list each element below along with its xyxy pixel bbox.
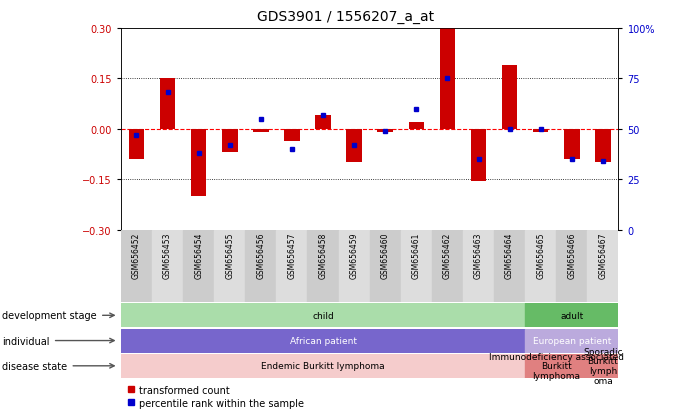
Bar xyxy=(377,129,393,133)
Text: GSM656465: GSM656465 xyxy=(536,232,545,279)
Text: GSM656455: GSM656455 xyxy=(225,232,234,279)
Bar xyxy=(502,66,518,129)
Bar xyxy=(191,129,207,197)
Text: Endemic Burkitt lymphoma: Endemic Burkitt lymphoma xyxy=(261,361,385,370)
Bar xyxy=(222,129,238,153)
Text: GSM656461: GSM656461 xyxy=(412,232,421,278)
Text: disease state: disease state xyxy=(2,361,114,371)
Text: European patient: European patient xyxy=(533,336,611,345)
Bar xyxy=(595,129,611,163)
Bar xyxy=(160,79,176,129)
Text: Sporadic
Burkitt
lymph
oma: Sporadic Burkitt lymph oma xyxy=(583,347,623,385)
Bar xyxy=(121,354,525,378)
Text: GSM656462: GSM656462 xyxy=(443,232,452,278)
Text: GSM656458: GSM656458 xyxy=(319,232,328,278)
Legend: transformed count, percentile rank within the sample: transformed count, percentile rank withi… xyxy=(126,385,305,408)
Text: GSM656463: GSM656463 xyxy=(474,232,483,279)
Bar xyxy=(494,230,525,302)
Text: GSM656453: GSM656453 xyxy=(163,232,172,279)
Text: GDS3901 / 1556207_a_at: GDS3901 / 1556207_a_at xyxy=(257,10,434,24)
Bar xyxy=(307,230,339,302)
Bar xyxy=(284,129,300,141)
Bar xyxy=(245,230,276,302)
Bar xyxy=(253,129,269,133)
Bar xyxy=(525,354,587,378)
Bar xyxy=(408,123,424,129)
Text: Immunodeficiency associated
Burkitt
lymphoma: Immunodeficiency associated Burkitt lymp… xyxy=(489,352,624,380)
Bar xyxy=(370,230,401,302)
Bar xyxy=(129,129,144,160)
Text: GSM656467: GSM656467 xyxy=(598,232,607,279)
Text: GSM656464: GSM656464 xyxy=(505,232,514,279)
Bar xyxy=(432,230,463,302)
Bar xyxy=(339,230,370,302)
Bar xyxy=(525,230,556,302)
Bar xyxy=(533,129,549,133)
Bar xyxy=(463,230,494,302)
Text: GSM656466: GSM656466 xyxy=(567,232,576,279)
Bar xyxy=(587,230,618,302)
Bar xyxy=(525,304,618,328)
Text: GSM656460: GSM656460 xyxy=(381,232,390,279)
Bar xyxy=(121,230,152,302)
Bar xyxy=(587,354,618,378)
Bar xyxy=(214,230,245,302)
Text: adult: adult xyxy=(560,311,583,320)
Bar xyxy=(556,230,587,302)
Bar xyxy=(439,29,455,129)
Text: GSM656459: GSM656459 xyxy=(350,232,359,279)
Bar xyxy=(401,230,432,302)
Bar xyxy=(183,230,214,302)
Bar xyxy=(152,230,183,302)
Bar xyxy=(121,304,525,328)
Bar xyxy=(121,329,525,353)
Text: GSM656452: GSM656452 xyxy=(132,232,141,278)
Bar xyxy=(276,230,307,302)
Bar xyxy=(315,116,331,129)
Bar xyxy=(564,129,580,160)
Text: African patient: African patient xyxy=(290,336,357,345)
Text: individual: individual xyxy=(2,336,114,346)
Bar xyxy=(471,129,486,181)
Text: GSM656454: GSM656454 xyxy=(194,232,203,279)
Text: GSM656456: GSM656456 xyxy=(256,232,265,279)
Text: GSM656457: GSM656457 xyxy=(287,232,296,279)
Bar xyxy=(525,329,618,353)
Text: child: child xyxy=(312,311,334,320)
Text: development stage: development stage xyxy=(2,311,114,320)
Bar xyxy=(346,129,362,163)
